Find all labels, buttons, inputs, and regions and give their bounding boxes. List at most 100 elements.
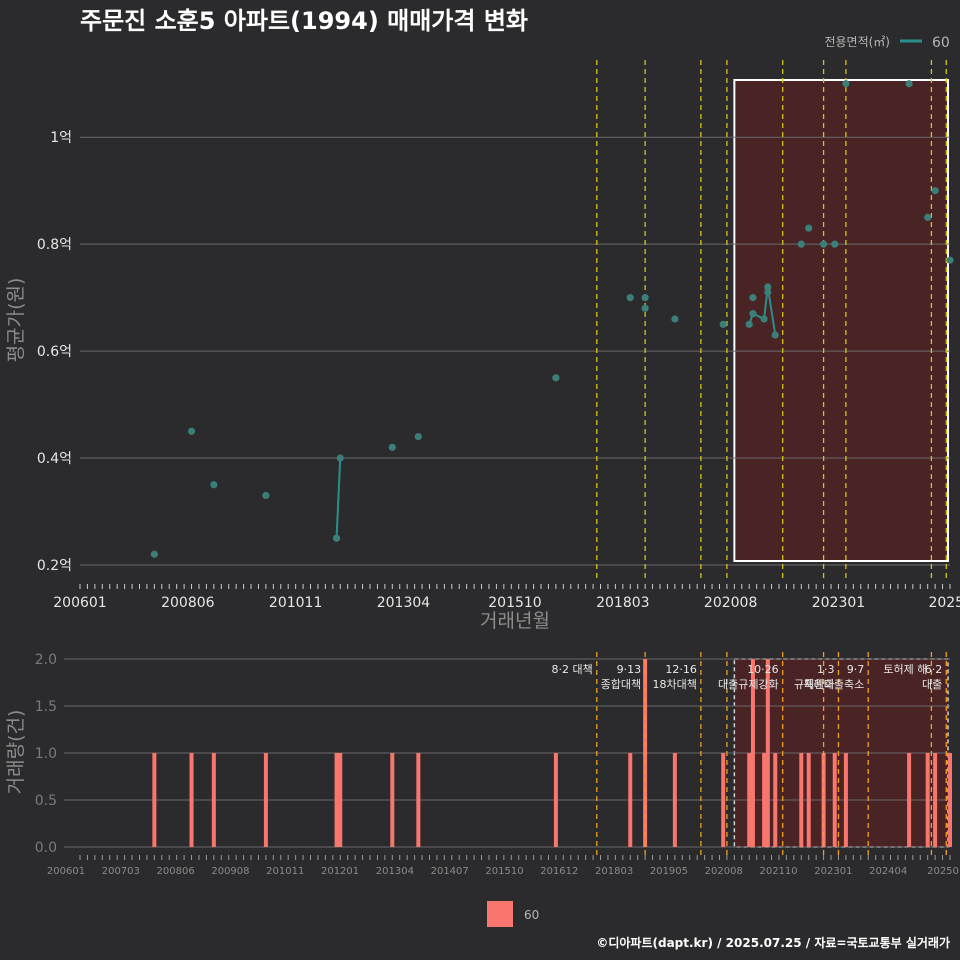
volume-x-tick-label: 201905 <box>650 866 688 877</box>
data-point <box>797 240 805 248</box>
policy-annotation: 12·16 <box>665 663 697 676</box>
volume-bar <box>747 753 752 847</box>
data-point <box>552 374 560 382</box>
volume-bar <box>762 753 767 847</box>
volume-y-tick-label: 1.5 <box>35 699 57 715</box>
volume-x-tick-label: 202110 <box>759 866 797 877</box>
policy-annotation: 9·13 <box>617 663 642 676</box>
policy-annotation: 9·7 <box>847 663 865 676</box>
volume-y-axis-title: 거래량(건) <box>5 710 27 795</box>
data-point <box>641 304 649 312</box>
policy-annotation: 1·3 <box>817 663 835 676</box>
x-tick-label: 200601 <box>53 595 106 611</box>
y-axis-title: 평균가(원) <box>5 278 27 363</box>
volume-x-tick-label: 201304 <box>376 866 414 877</box>
volume-y-tick-label: 2.0 <box>35 652 57 668</box>
volume-bar <box>416 753 421 847</box>
volume-bar <box>553 753 558 847</box>
data-point <box>336 454 344 462</box>
volume-x-tick-label: 202404 <box>869 866 907 877</box>
volume-x-tick-label: 201011 <box>266 866 304 877</box>
volume-x-tick-label: 201510 <box>485 866 523 877</box>
x-tick-label: 201304 <box>377 595 431 611</box>
y-tick-label: 0.4억 <box>37 451 72 467</box>
volume-bar <box>843 753 848 847</box>
policy-annotation: 대출규제강화 <box>718 678 779 691</box>
data-point <box>749 310 757 318</box>
x-axis-title: 거래년월 <box>480 610 550 632</box>
data-point <box>946 256 954 264</box>
volume-bar <box>721 753 726 847</box>
volume-bar <box>773 753 778 847</box>
data-point <box>210 481 218 489</box>
volume-bar <box>672 753 677 847</box>
data-point <box>626 294 634 302</box>
volume-bar <box>338 753 343 847</box>
data-point <box>641 294 649 302</box>
volume-x-tick-label: 200601 <box>47 866 85 877</box>
data-point <box>388 443 396 451</box>
volume-x-tick-label: 202008 <box>705 866 743 877</box>
volume-x-tick-label: 201201 <box>321 866 359 877</box>
data-point <box>771 331 779 339</box>
data-point <box>671 315 679 323</box>
volume-bar <box>334 753 339 847</box>
x-tick-label: 202301 <box>812 595 865 611</box>
data-point <box>745 320 753 328</box>
legend-title: 전용면적(㎡) <box>824 35 890 49</box>
volume-panel: 0.0 0.5 1.0 1.5 2.0 거래량(건) 8·2 대책 9·13 종합대책 12·16… <box>5 652 959 877</box>
top-legend: 전용면적(㎡) 60 <box>824 35 949 51</box>
policy-annotation: 특례대출축소 <box>803 678 864 691</box>
volume-bar <box>765 659 770 847</box>
volume-y-tick-label: 0.5 <box>35 793 57 809</box>
data-point <box>842 80 850 88</box>
volume-bar <box>948 753 952 847</box>
volume-bar <box>750 659 755 847</box>
bottom-legend-entry-60: 60 <box>524 908 539 922</box>
x-tick-label: 201510 <box>488 595 541 611</box>
data-point <box>760 315 768 323</box>
volume-bar <box>832 753 837 847</box>
volume-bar <box>189 753 194 847</box>
data-point <box>719 320 727 328</box>
volume-x-tick-label: 200703 <box>102 866 140 877</box>
volume-x-tick-label: 202301 <box>814 866 852 877</box>
y-tick-label: 0.6억 <box>37 344 72 360</box>
data-point <box>764 288 772 296</box>
data-point <box>805 224 813 232</box>
policy-annotation: 18차대책 <box>653 678 697 691</box>
x-tick-label: 202008 <box>704 595 757 611</box>
data-point <box>819 240 828 248</box>
data-point <box>187 427 196 435</box>
policy-annotation: 종합대책 <box>601 678 641 691</box>
volume-bar <box>152 753 157 847</box>
volume-bar <box>211 753 216 847</box>
policy-annotation: 규제완화 <box>794 678 834 691</box>
volume-x-tick-label: 201612 <box>540 866 578 877</box>
volume-bar <box>933 753 938 847</box>
volume-x-tick-label: 20250 <box>927 866 959 877</box>
policy-annotation: 토허제 해 <box>883 662 927 676</box>
volume-x-tick-label: 200806 <box>157 866 195 877</box>
data-point <box>931 187 939 195</box>
bottom-legend: 60 <box>487 901 539 927</box>
volume-x-tick-label: 201407 <box>431 866 469 877</box>
volume-bar <box>925 753 930 847</box>
volume-bar <box>907 753 912 847</box>
data-point <box>332 534 341 542</box>
legend-entry-60: 60 <box>932 35 950 51</box>
volume-bar <box>390 753 395 847</box>
data-point <box>749 294 757 302</box>
data-point <box>764 283 772 291</box>
volume-bar <box>799 753 804 847</box>
policy-annotation: 대출 <box>922 678 942 691</box>
policy-annotation: 10·26 <box>747 663 779 676</box>
x-tick-label: 2025 <box>928 595 960 611</box>
volume-bar <box>806 753 811 847</box>
y-tick-label: 0.2억 <box>37 558 72 574</box>
x-tick-label: 201011 <box>269 595 322 611</box>
data-point <box>905 80 913 88</box>
volume-x-tick-label: 200908 <box>211 866 249 877</box>
